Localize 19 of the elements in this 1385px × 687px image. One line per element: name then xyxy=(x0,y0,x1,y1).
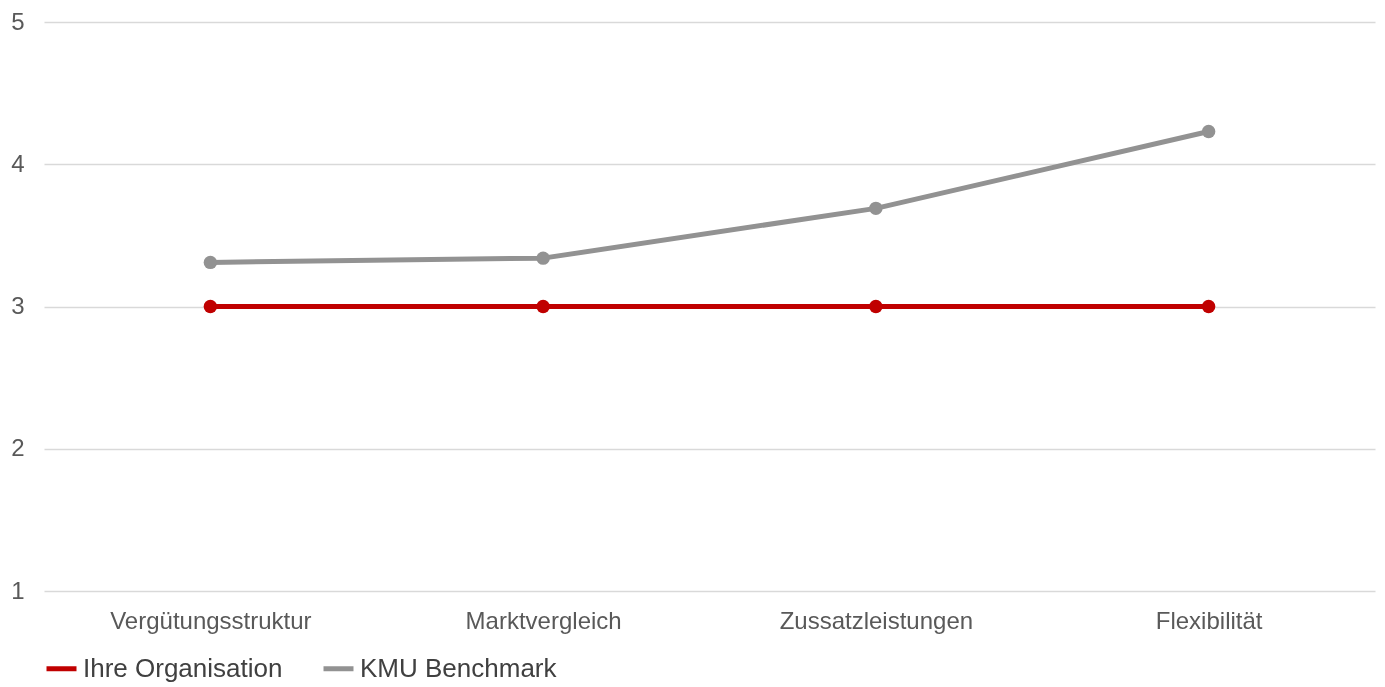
legend-label: Ihre Organisation xyxy=(83,652,283,683)
x-tick-label: Marktvergleich xyxy=(465,606,622,634)
point xyxy=(536,251,550,265)
legend-label: KMU Benchmark xyxy=(360,652,558,683)
y-tick-label: 5 xyxy=(11,7,25,35)
y-tick-label: 2 xyxy=(11,434,25,462)
point xyxy=(869,299,883,314)
x-tick-label: Vergütungsstruktur xyxy=(110,606,312,634)
point xyxy=(1201,299,1216,314)
y-tick-label: 3 xyxy=(11,292,25,319)
point xyxy=(203,255,218,270)
point xyxy=(869,201,883,216)
y-tick-label: 1 xyxy=(11,576,25,604)
point xyxy=(203,299,218,314)
point xyxy=(1201,124,1216,139)
x-tick-label: Flexibilität xyxy=(1155,606,1263,634)
x-tick-label: Zussatzleistungen xyxy=(779,606,974,634)
y-tick-label: 4 xyxy=(11,149,25,177)
point xyxy=(536,299,550,314)
